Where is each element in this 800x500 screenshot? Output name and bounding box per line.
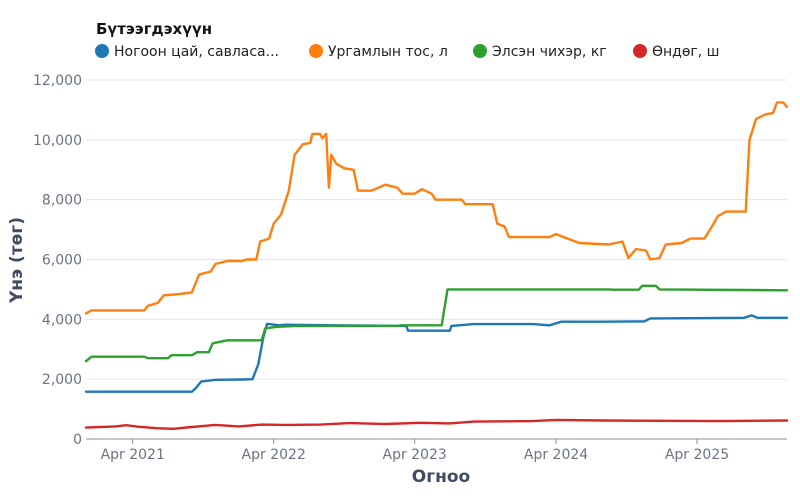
- x-tick-label: Apr 2024: [524, 447, 588, 463]
- legend-label-4: Өндөг, ш: [652, 44, 719, 60]
- y-tick-label: 10,000: [33, 133, 82, 149]
- legend: Бүтээгдэхүүн Ногоон цай, савласа... Ургам…: [95, 20, 719, 60]
- plot-area: [84, 101, 789, 430]
- x-tick-label: Apr 2021: [101, 447, 165, 463]
- legend-marker-2: [309, 44, 323, 58]
- legend-marker-3: [473, 44, 487, 58]
- y-axis: 0 2,000 4,000 6,000 8,000 10,000 12,000: [33, 73, 82, 448]
- x-tick-label: Apr 2023: [383, 447, 447, 463]
- legend-title: Бүтээгдэхүүн: [96, 20, 212, 38]
- y-tick-label: 0: [73, 432, 82, 448]
- legend-marker-4: [633, 44, 647, 58]
- x-tick-label: Apr 2022: [242, 447, 306, 463]
- x-tick-label: Apr 2025: [665, 447, 729, 463]
- x-axis: Apr 2021 Apr 2022 Apr 2023 Apr 2024 Apr 2025: [86, 438, 787, 463]
- series-line-4: [84, 418, 789, 430]
- legend-label-3: Элсэн чихэр, кг: [492, 44, 607, 60]
- legend-marker-1: [95, 44, 109, 58]
- y-tick-label: 2,000: [42, 372, 82, 388]
- series-line-3: [84, 284, 789, 363]
- series-line-2: [84, 101, 789, 315]
- legend-label-1: Ногоон цай, савласа...: [114, 44, 279, 60]
- y-tick-label: 12,000: [33, 73, 82, 89]
- x-axis-title: Огноо: [412, 467, 470, 487]
- y-tick-label: 4,000: [42, 312, 82, 328]
- legend-label-2: Ургамлын тос, л: [328, 44, 448, 60]
- y-tick-label: 6,000: [42, 253, 82, 269]
- y-tick-label: 8,000: [42, 193, 82, 209]
- series-line-1: [84, 314, 789, 393]
- y-axis-title: Үнэ (төг): [7, 217, 27, 304]
